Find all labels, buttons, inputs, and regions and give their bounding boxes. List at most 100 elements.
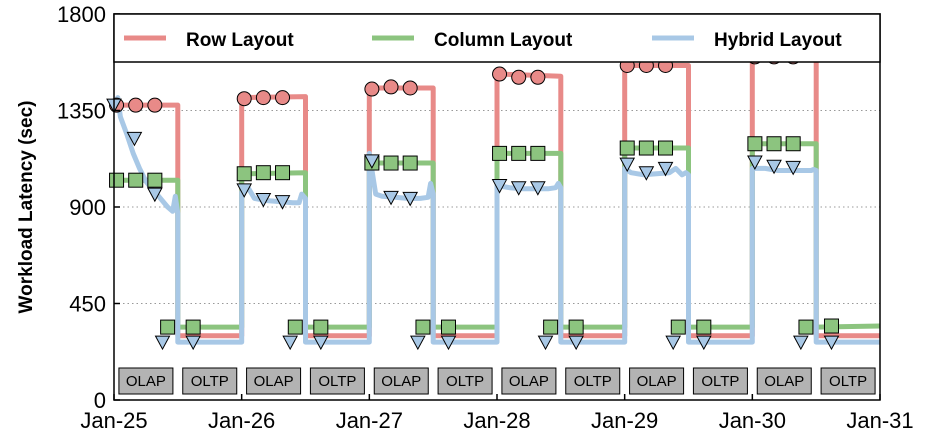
data-point	[658, 140, 674, 156]
data-point	[511, 69, 527, 85]
y-tick-label: 1350	[57, 99, 106, 124]
data-point	[287, 319, 303, 335]
phase-label: OLAP	[126, 373, 166, 390]
data-point	[236, 91, 252, 107]
data-point	[154, 335, 171, 351]
data-point	[383, 79, 399, 95]
data-point	[657, 161, 674, 177]
data-point	[440, 335, 457, 351]
data-point	[798, 319, 814, 335]
data-point	[275, 165, 291, 181]
phase-label: OLTP	[446, 373, 484, 390]
data-point	[402, 191, 419, 207]
legend-entry: Column Layout	[434, 30, 573, 51]
data-point	[147, 172, 163, 188]
data-point	[255, 90, 271, 106]
data-point	[530, 181, 546, 196]
data-point	[492, 66, 508, 82]
y-axis-label: Workload Latency (sec)	[16, 101, 37, 314]
legend-entry: Hybrid Layout	[714, 30, 842, 51]
data-point	[109, 172, 125, 188]
data-point	[785, 136, 801, 152]
phase-box	[565, 367, 621, 395]
data-point	[695, 335, 712, 351]
data-point	[537, 335, 554, 351]
data-point	[568, 319, 584, 335]
phase-box	[629, 367, 685, 395]
data-point	[785, 160, 802, 176]
y-tick-label: 0	[94, 388, 106, 413]
phase-labels: OLAP OLTP OLAP OLTP OLAP OLTP OLAP OLTP OLAP OLTP…	[118, 367, 876, 395]
y-tick-label: 900	[69, 195, 106, 220]
x-tick-label: Jan-29	[591, 408, 658, 433]
phase-label: OLAP	[637, 373, 677, 390]
data-point	[185, 319, 201, 335]
data-point	[747, 155, 763, 171]
data-point	[665, 335, 682, 351]
phase-label: OLTP	[318, 373, 356, 390]
data-point	[492, 145, 508, 161]
axes: 0 450 900 1350 1800 Jan-25 Jan-26 Jan-27 Jan-28 J…	[57, 2, 914, 433]
data-point	[619, 140, 635, 156]
phase-box	[118, 367, 174, 395]
series-line-2	[111, 95, 880, 345]
legend-box	[113, 13, 881, 63]
series-markers	[106, 30, 840, 351]
series-lines	[111, 55, 881, 345]
data-point	[236, 183, 253, 198]
phase-box	[501, 367, 557, 395]
data-point	[185, 335, 201, 351]
x-tick-label: Jan-31	[846, 408, 913, 433]
x-tick-label: Jan-30	[719, 408, 786, 433]
data-point	[364, 154, 380, 169]
phase-label: OLAP	[764, 373, 804, 390]
data-point	[402, 155, 418, 171]
data-point	[543, 319, 559, 335]
phase-box	[246, 367, 302, 395]
data-point	[128, 172, 144, 188]
data-point	[491, 179, 508, 194]
phase-label: OLTP	[829, 373, 867, 390]
data-point	[530, 69, 546, 85]
phase-box	[756, 367, 812, 395]
phase-box	[309, 367, 365, 395]
data-point	[638, 140, 654, 156]
data-point	[147, 187, 163, 203]
data-point	[823, 318, 839, 334]
data-point	[126, 131, 143, 147]
data-point	[766, 136, 782, 152]
x-tick-label: Jan-25	[80, 408, 147, 433]
data-point	[823, 335, 840, 351]
y-tick-label: 1800	[57, 2, 106, 27]
data-point	[383, 155, 399, 171]
data-point	[255, 192, 272, 208]
phase-label: OLTP	[701, 373, 739, 390]
data-point	[747, 136, 763, 152]
data-point	[670, 319, 686, 335]
phase-label: OLTP	[191, 373, 229, 390]
x-tick-label: Jan-27	[336, 408, 403, 433]
data-point	[255, 165, 271, 181]
x-tick-label: Jan-26	[208, 408, 275, 433]
data-point	[568, 335, 584, 351]
data-point	[313, 319, 329, 335]
data-point	[410, 335, 426, 351]
data-point	[274, 195, 291, 210]
legend-entry: Row Layout	[186, 30, 294, 51]
data-point	[160, 319, 176, 335]
phase-label: OLAP	[509, 373, 549, 390]
data-point	[696, 319, 712, 335]
data-point	[440, 319, 456, 335]
data-point	[766, 159, 782, 175]
data-point	[638, 166, 655, 181]
phase-label: OLAP	[254, 373, 294, 390]
phase-label: OLAP	[381, 373, 421, 390]
data-point	[510, 181, 527, 196]
phase-box	[692, 367, 748, 395]
data-point	[793, 335, 809, 351]
data-point	[511, 145, 527, 161]
phase-box	[182, 367, 238, 395]
y-tick-label: 450	[69, 292, 106, 317]
data-point	[282, 335, 299, 351]
